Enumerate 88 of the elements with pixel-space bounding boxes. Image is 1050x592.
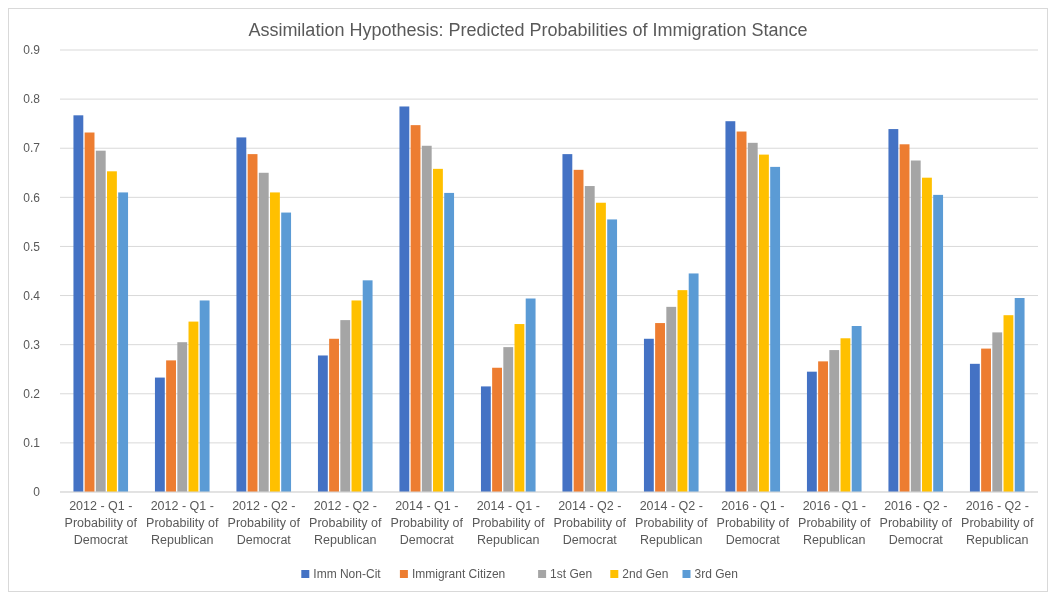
bar <box>107 171 117 492</box>
bar <box>525 298 536 492</box>
bar <box>154 377 165 492</box>
bar <box>562 154 573 492</box>
bar <box>899 144 910 492</box>
x-tick-label: 2014 - Q2 - Probability of Republican <box>635 499 708 547</box>
y-tick-label: 0.1 <box>23 436 41 451</box>
bar <box>399 106 410 492</box>
bar <box>806 371 817 492</box>
bar <box>1003 315 1014 492</box>
legend-label: Imm Non-Cit <box>313 567 382 582</box>
y-tick-label: 0.8 <box>23 92 41 107</box>
bar <box>351 300 362 492</box>
bar <box>829 350 840 492</box>
bar <box>747 142 758 492</box>
bar <box>992 332 1003 492</box>
bar <box>188 321 199 492</box>
bar <box>258 172 269 492</box>
bar <box>421 145 432 492</box>
x-tick-label: 2016 - Q1 - Probability of Republican <box>798 499 871 547</box>
bar <box>329 338 339 492</box>
y-tick-label: 0.4 <box>23 288 41 303</box>
bar <box>480 386 491 492</box>
x-tick-label: 2012 - Q1 - Probability of Democrat <box>64 499 138 547</box>
bar <box>596 202 606 492</box>
bar <box>851 326 862 492</box>
bar <box>840 338 851 492</box>
bar <box>922 177 932 492</box>
legend-label: 3rd Gen <box>694 567 738 582</box>
bar <box>166 360 176 492</box>
legend-label: Immigrant Citizen <box>411 567 506 582</box>
bar <box>677 290 688 492</box>
bar <box>247 154 258 492</box>
bar <box>444 192 455 492</box>
bar <box>118 192 129 492</box>
bar <box>340 320 351 492</box>
x-tick-label: 2014 - Q1 - Probability of Democrat <box>390 499 464 547</box>
bar <box>666 306 677 492</box>
y-tick-label: 0.2 <box>23 386 41 401</box>
y-tick-label: 0.7 <box>23 141 41 156</box>
x-tick-label: 2016 - Q2 - Probability of Republican <box>961 499 1034 547</box>
bar <box>736 131 747 492</box>
y-tick-label: 0.3 <box>23 337 41 352</box>
legend-label: 1st Gen <box>550 567 593 582</box>
bar <box>888 129 899 492</box>
x-tick-label: 2014 - Q2 - Probability of Democrat <box>553 499 627 547</box>
bar <box>236 137 247 492</box>
y-tick-label: 0.9 <box>23 43 41 58</box>
bar <box>725 121 736 492</box>
y-tick-label: 0.6 <box>23 190 41 205</box>
bar <box>969 363 980 492</box>
bar <box>584 186 595 492</box>
bar <box>270 192 280 492</box>
bar <box>643 338 654 492</box>
bar <box>514 324 525 492</box>
bar <box>573 169 584 492</box>
bar <box>73 115 84 492</box>
bar <box>433 168 443 492</box>
x-tick-label: 2014 - Q1 - Probability of Republican <box>472 499 545 547</box>
bar <box>177 342 188 492</box>
bar <box>95 150 106 492</box>
bar <box>84 132 95 492</box>
x-tick-label: 2016 - Q2 - Probability of Democrat <box>879 499 953 547</box>
bar <box>688 273 699 492</box>
bar <box>981 348 991 492</box>
bar <box>655 323 665 492</box>
x-tick-label: 2012 - Q2 - Probability of Republican <box>309 499 382 547</box>
y-tick-label: 0.5 <box>23 239 41 254</box>
y-tick-label: 0 <box>33 485 41 500</box>
bar <box>317 355 328 492</box>
bar <box>607 219 618 492</box>
bar <box>759 154 769 492</box>
bar <box>281 212 292 492</box>
bar <box>910 160 921 492</box>
chart-title: Assimilation Hypothesis: Predicted Probabilities of Immigration Stance <box>248 20 808 40</box>
bar <box>199 300 210 492</box>
legend-label: 2nd Gen <box>622 567 669 582</box>
bar <box>770 166 781 492</box>
bar <box>492 367 502 492</box>
bar <box>410 125 421 492</box>
x-tick-label: 2012 - Q2 - Probability of Democrat <box>227 499 301 547</box>
x-tick-label: 2016 - Q1 - Probability of Democrat <box>716 499 790 547</box>
bar <box>818 361 828 492</box>
x-tick-label: 2012 - Q1 - Probability of Republican <box>146 499 219 547</box>
bar <box>503 347 514 492</box>
bar <box>1014 298 1025 492</box>
bar <box>362 280 373 492</box>
bar <box>933 194 944 492</box>
